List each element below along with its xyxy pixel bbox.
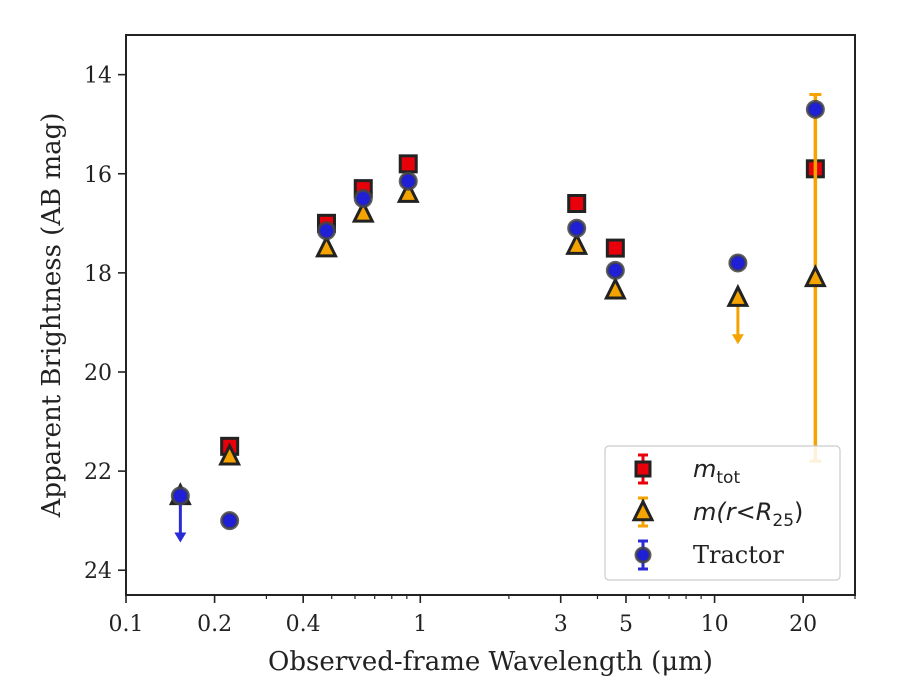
legend-label-main: m(r<R <box>693 498 772 526</box>
triangle-point <box>726 283 750 307</box>
circle-point <box>605 260 625 280</box>
circle-point <box>220 511 240 531</box>
y-tick-label: 18 <box>84 262 112 287</box>
legend-item: mtot <box>634 453 740 488</box>
y-tick-label: 14 <box>84 64 112 89</box>
triangle-point <box>803 264 827 288</box>
square-point <box>398 154 418 174</box>
legend-label-tail: ) <box>794 498 803 526</box>
triangle-point <box>396 179 420 203</box>
plot-marks <box>168 92 827 543</box>
legend-item: m(r<R25) <box>631 496 803 531</box>
x-tick-label: 0.2 <box>197 612 232 637</box>
x-tick-label: 20 <box>789 612 817 637</box>
y-tick-label: 24 <box>84 559 112 584</box>
legend-label: m(r<R25) <box>693 498 803 531</box>
circle-point <box>353 189 373 209</box>
legend-box <box>604 445 841 581</box>
circle-point <box>316 221 336 241</box>
square-point <box>567 193 587 213</box>
legend-item: Tractor <box>634 539 784 571</box>
triangle-upper-limit-arrow-head <box>731 334 744 345</box>
circle-point <box>728 253 748 273</box>
triangle-point <box>218 442 242 466</box>
axis-ticks: 0.1 0.2 0.4 1 3 5 10 20 14 16 18 20 22 24 <box>84 64 856 637</box>
legend-label: mtot <box>693 455 740 488</box>
legend-marker-circle <box>634 546 652 564</box>
square-point <box>605 238 625 258</box>
legend-marker-square <box>634 460 652 478</box>
x-tick-label: 3 <box>554 612 568 637</box>
x-tick-label: 10 <box>701 612 729 637</box>
legend: mtot m(r<R25) Tractor <box>604 445 841 581</box>
triangle-point <box>351 199 375 223</box>
y-tick-label: 22 <box>84 460 112 485</box>
legend-label-sub: 25 <box>772 511 794 531</box>
x-tick-label: 5 <box>619 612 633 637</box>
legend-marker-triangle <box>631 498 655 522</box>
legend-label: Tractor <box>693 541 784 569</box>
triangle-point <box>603 276 627 300</box>
circle-upper-limit-arrow-head <box>174 532 187 543</box>
triangle-point <box>565 231 589 255</box>
circle-point <box>170 486 190 506</box>
x-tick-label: 1 <box>413 612 427 637</box>
y-axis-label: Apparent Brightness (AB mag) <box>37 113 67 519</box>
x-axis-label: Observed-frame Wavelength (μm) <box>268 647 713 677</box>
y-tick-label: 20 <box>84 361 112 386</box>
legend-label-main: m <box>693 455 716 483</box>
circle-point <box>805 99 825 119</box>
x-tick-label: 0.1 <box>109 612 144 637</box>
plot-frame <box>125 34 856 596</box>
circle-point <box>398 171 418 191</box>
triangle-point <box>315 234 338 258</box>
circle-point <box>567 218 587 238</box>
x-tick-label: 0.4 <box>286 612 321 637</box>
legend-label-sub: tot <box>716 468 740 488</box>
y-tick-label: 16 <box>84 163 112 188</box>
